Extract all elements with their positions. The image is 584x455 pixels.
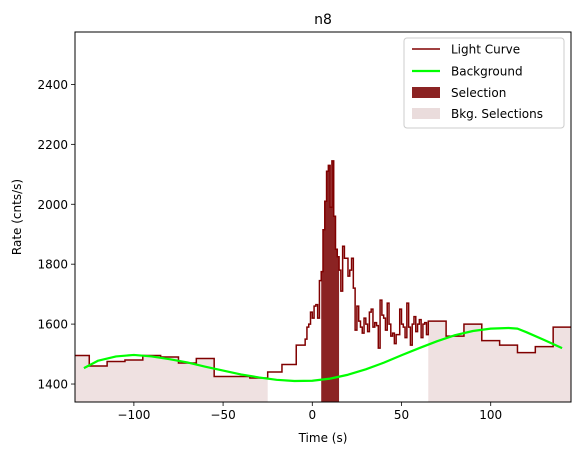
y-tick-label: 1400 xyxy=(37,378,68,392)
plot-area xyxy=(75,160,571,402)
x-tick-label: −50 xyxy=(210,408,235,422)
legend-swatch-bkg-selections xyxy=(412,108,440,119)
legend-label-bkg-selections: Bkg. Selections xyxy=(451,107,543,121)
y-tick-label: 2200 xyxy=(37,138,68,152)
y-tick-label: 2400 xyxy=(37,78,68,92)
y-axis: 1400 1600 1800 2000 2200 2400 xyxy=(37,78,75,392)
y-tick-label: 1600 xyxy=(37,318,68,332)
x-tick-label: 50 xyxy=(394,408,409,422)
x-tick-label: 100 xyxy=(479,408,502,422)
selection-region xyxy=(321,160,340,402)
x-axis-label: Time (s) xyxy=(298,431,348,445)
axes-frame xyxy=(74,31,572,403)
chart-title: n8 xyxy=(314,12,332,28)
series-background xyxy=(83,326,563,383)
legend-frame xyxy=(403,37,565,129)
y-tick-label: 1800 xyxy=(37,258,68,272)
legend-label-selection: Selection xyxy=(451,86,506,100)
bkg-selection-region-0 xyxy=(75,355,268,402)
x-axis: −100 −50 0 50 100 xyxy=(117,402,502,422)
legend-swatch-selection xyxy=(412,87,440,98)
legend-label-background: Background xyxy=(451,65,523,79)
y-tick-label: 2000 xyxy=(37,198,68,212)
legend: Light Curve Background Selection Bkg. Se… xyxy=(403,37,565,129)
y-axis-label: Rate (cnts/s) xyxy=(10,179,24,255)
legend-label-light-curve: Light Curve xyxy=(451,43,520,57)
bkg-selection-region-1 xyxy=(428,321,571,402)
x-tick-label: 0 xyxy=(308,408,316,422)
series-light-curve xyxy=(75,160,571,379)
x-tick-label: −100 xyxy=(117,408,150,422)
